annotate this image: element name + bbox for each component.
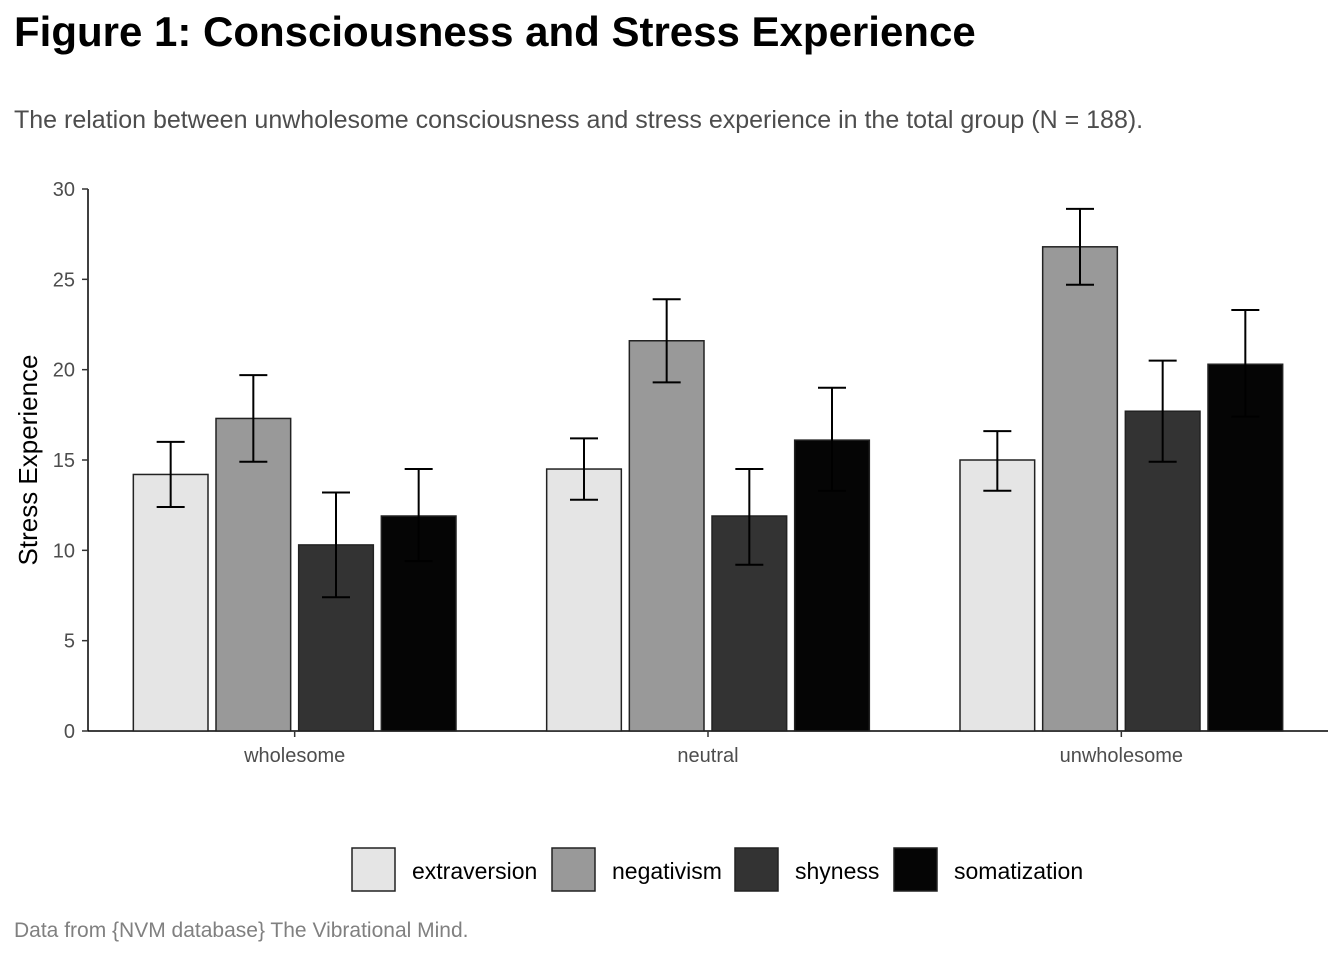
bar-somatization-unwholesome: [1207, 363, 1284, 732]
error-bar-extraversion-wholesome: [156, 440, 185, 508]
error-bar-shyness-wholesome: [322, 491, 350, 599]
error-bar-extraversion-neutral: [570, 437, 598, 501]
bar-extraversion-wholesome: [132, 473, 209, 732]
y-axis-title: Stress Experience: [13, 355, 43, 566]
legend-item-extraversion: extraversion: [351, 847, 537, 892]
legend-swatch: [734, 847, 779, 892]
legend-swatch: [551, 847, 596, 892]
error-bar-negativism-unwholesome: [1066, 207, 1094, 286]
legend-item-somatization: somatization: [893, 847, 1083, 892]
legend: extraversion negativism shyness somatizatio…: [351, 847, 1083, 892]
legend-swatch: [351, 847, 396, 892]
x-axis: wholesome neutral unwholesome: [88, 730, 1328, 767]
bar-extraversion-unwholesome: [959, 459, 1036, 732]
error-bar-shyness-neutral: [735, 468, 764, 566]
y-tick-label: 25: [53, 269, 75, 291]
error-bar-negativism-neutral: [652, 298, 681, 384]
y-tick-label: 0: [64, 721, 75, 743]
page-title: Figure 1: Consciousness and Stress Exper…: [14, 8, 976, 55]
bar-negativism-wholesome: [215, 417, 292, 732]
x-tick-label: wholesome: [243, 745, 345, 767]
legend-item-shyness: shyness: [734, 847, 879, 892]
source-caption: Data from {NVM database} The Vibrational…: [14, 919, 469, 942]
error-bar-shyness-unwholesome: [1148, 359, 1177, 463]
legend-label: shyness: [795, 858, 879, 884]
legend-label: negativism: [612, 858, 722, 884]
bar-extraversion-neutral: [545, 468, 623, 732]
chart-subtitle: The relation between unwholesome conscio…: [14, 106, 1144, 134]
error-bar-somatization-unwholesome: [1231, 309, 1260, 418]
y-axis: 0 5 10 15 20 25 30: [53, 179, 89, 743]
legend-label: somatization: [954, 858, 1083, 884]
x-tick-label: unwholesome: [1060, 745, 1183, 767]
y-tick-label: 5: [64, 631, 75, 653]
legend-swatch: [893, 847, 938, 892]
bar-series: [132, 246, 1284, 732]
x-tick-label: neutral: [677, 745, 738, 767]
y-tick-label: 20: [53, 360, 75, 382]
y-tick-label: 15: [53, 450, 75, 472]
legend-label: extraversion: [412, 858, 537, 884]
y-tick-label: 30: [53, 179, 75, 201]
bar-negativism-unwholesome: [1041, 246, 1119, 732]
error-bar-negativism-wholesome: [239, 374, 268, 463]
error-bar-somatization-wholesome: [404, 468, 433, 563]
error-bar-extraversion-unwholesome: [983, 430, 1012, 492]
bar-negativism-neutral: [628, 340, 705, 732]
error-bar-somatization-neutral: [818, 386, 846, 492]
error-bars: [156, 207, 1260, 599]
y-tick-label: 10: [53, 540, 75, 562]
legend-item-negativism: negativism: [551, 847, 722, 892]
